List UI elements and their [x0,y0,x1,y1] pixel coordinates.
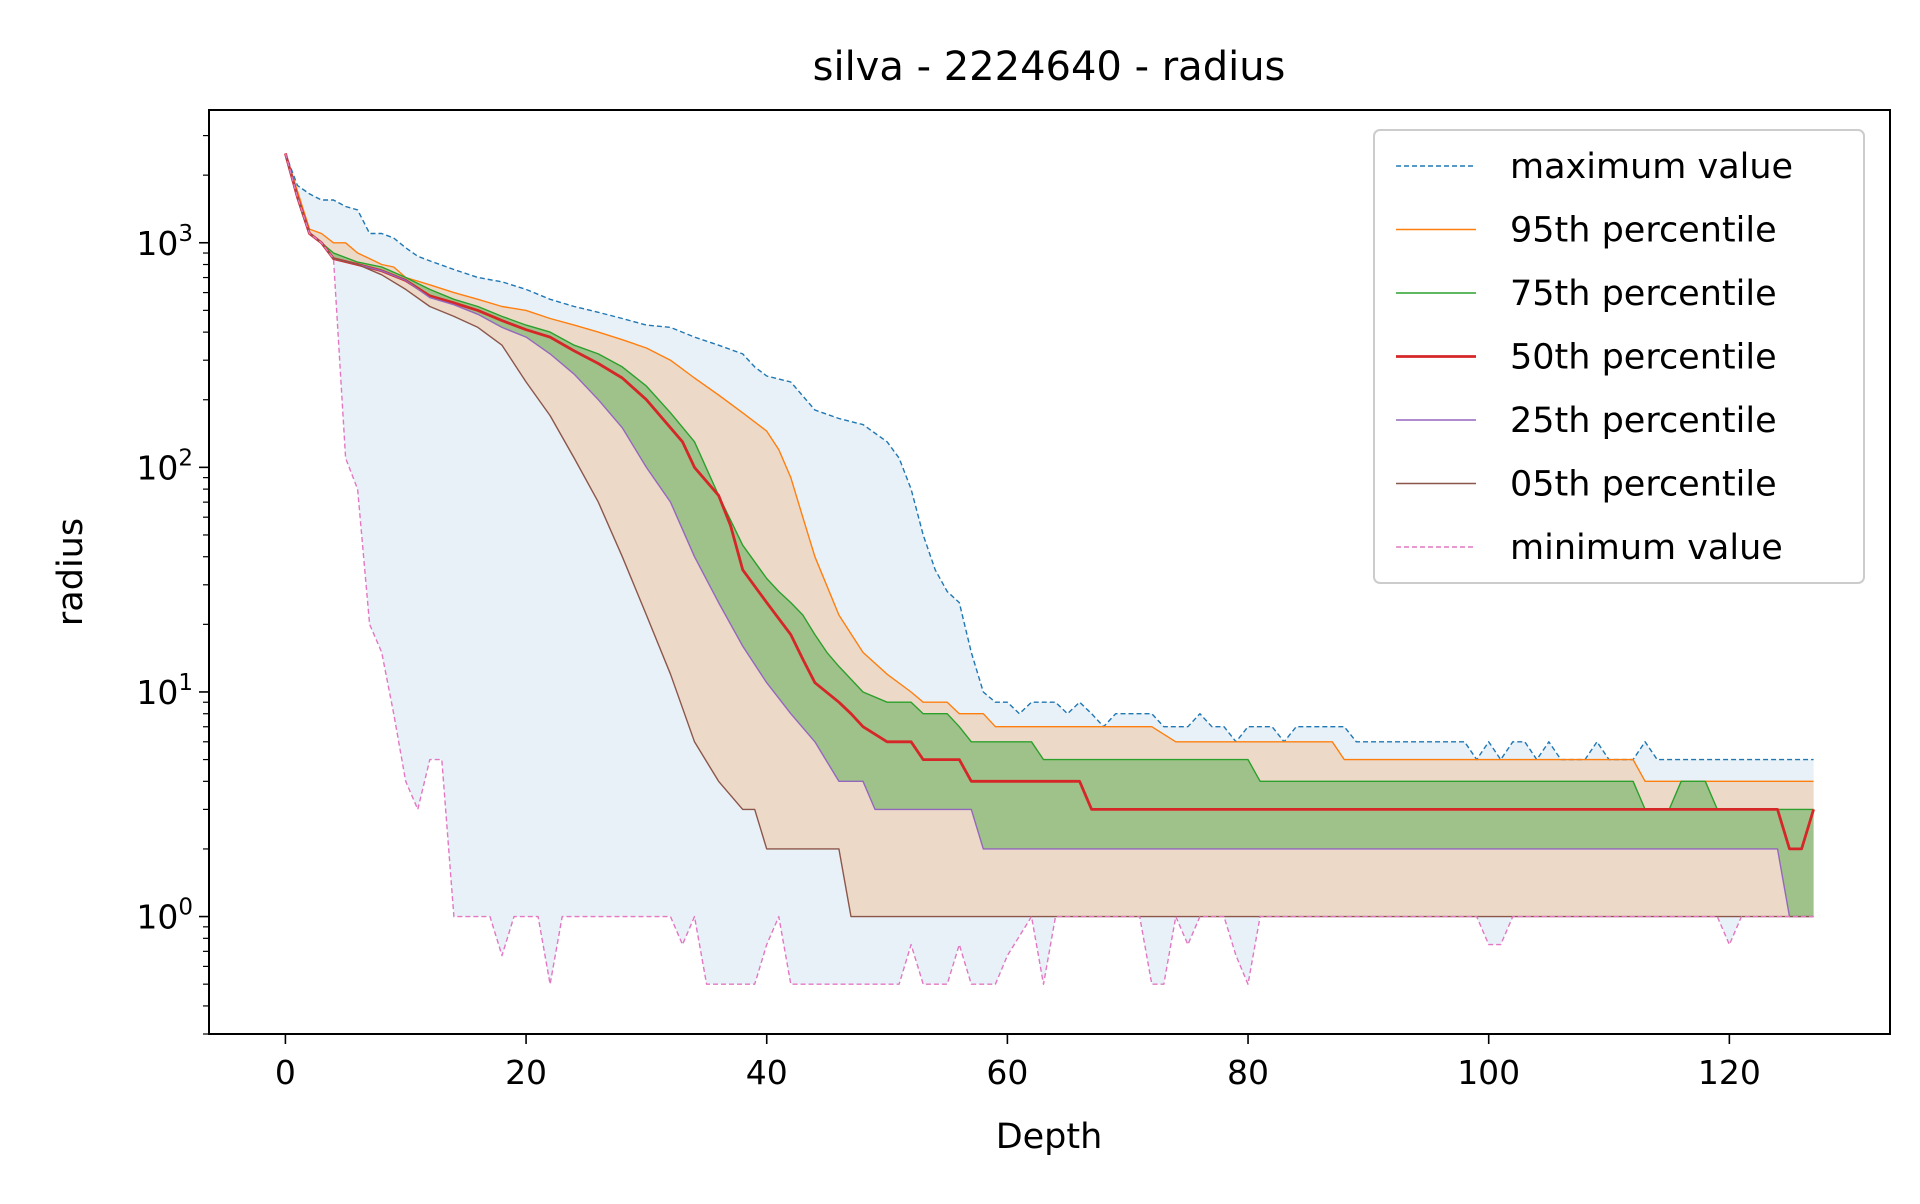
x-tick-label: 120 [1698,1053,1761,1092]
x-tick-label: 20 [505,1053,547,1092]
series-line-6 [284,153,1814,985]
x-axis-label: Depth [996,1117,1103,1157]
series-line-4 [284,153,1814,918]
bands-layer [285,153,1814,985]
plot-frame [208,109,1891,1035]
series-layer [284,153,1815,985]
y-tick-label: 100 [136,895,193,937]
legend-label: minimum value [1510,528,1783,568]
legend-label: maximum value [1510,147,1793,187]
y-tick-label: 101 [136,670,193,712]
x-tick-label: 0 [275,1053,296,1092]
band-2 [285,153,1814,917]
x-axis: 0 20 40 60 80 100 120 [275,1034,1761,1092]
x-tick-label: 100 [1457,1053,1520,1092]
legend-label: 25th percentile [1510,401,1777,441]
x-tick-label: 80 [1227,1053,1269,1092]
legend-items: maximum value 95th percentile 75th percent… [1396,147,1793,568]
band-1 [285,153,1814,917]
y-axis: 100 101 102 103 [136,134,209,1035]
series-line-0 [284,153,1814,761]
series-line-5 [284,153,1814,918]
legend-label: 75th percentile [1510,274,1777,314]
chart-title: silva - 2224640 - radius [813,44,1286,90]
y-tick-label: 103 [136,221,193,263]
band-0 [285,153,1814,985]
x-tick-label: 60 [986,1053,1028,1092]
y-axis-label: radius [51,518,91,626]
legend-box [1373,129,1865,584]
x-tick-label: 40 [746,1053,788,1092]
legend-label: 05th percentile [1510,465,1777,505]
legend-label: 95th percentile [1510,211,1777,251]
legend: maximum value 95th percentile 75th percent… [1373,129,1865,584]
series-line-2 [284,153,1814,811]
legend-label: 50th percentile [1510,338,1777,378]
y-tick-label: 102 [136,445,193,487]
series-line-1 [284,153,1814,782]
